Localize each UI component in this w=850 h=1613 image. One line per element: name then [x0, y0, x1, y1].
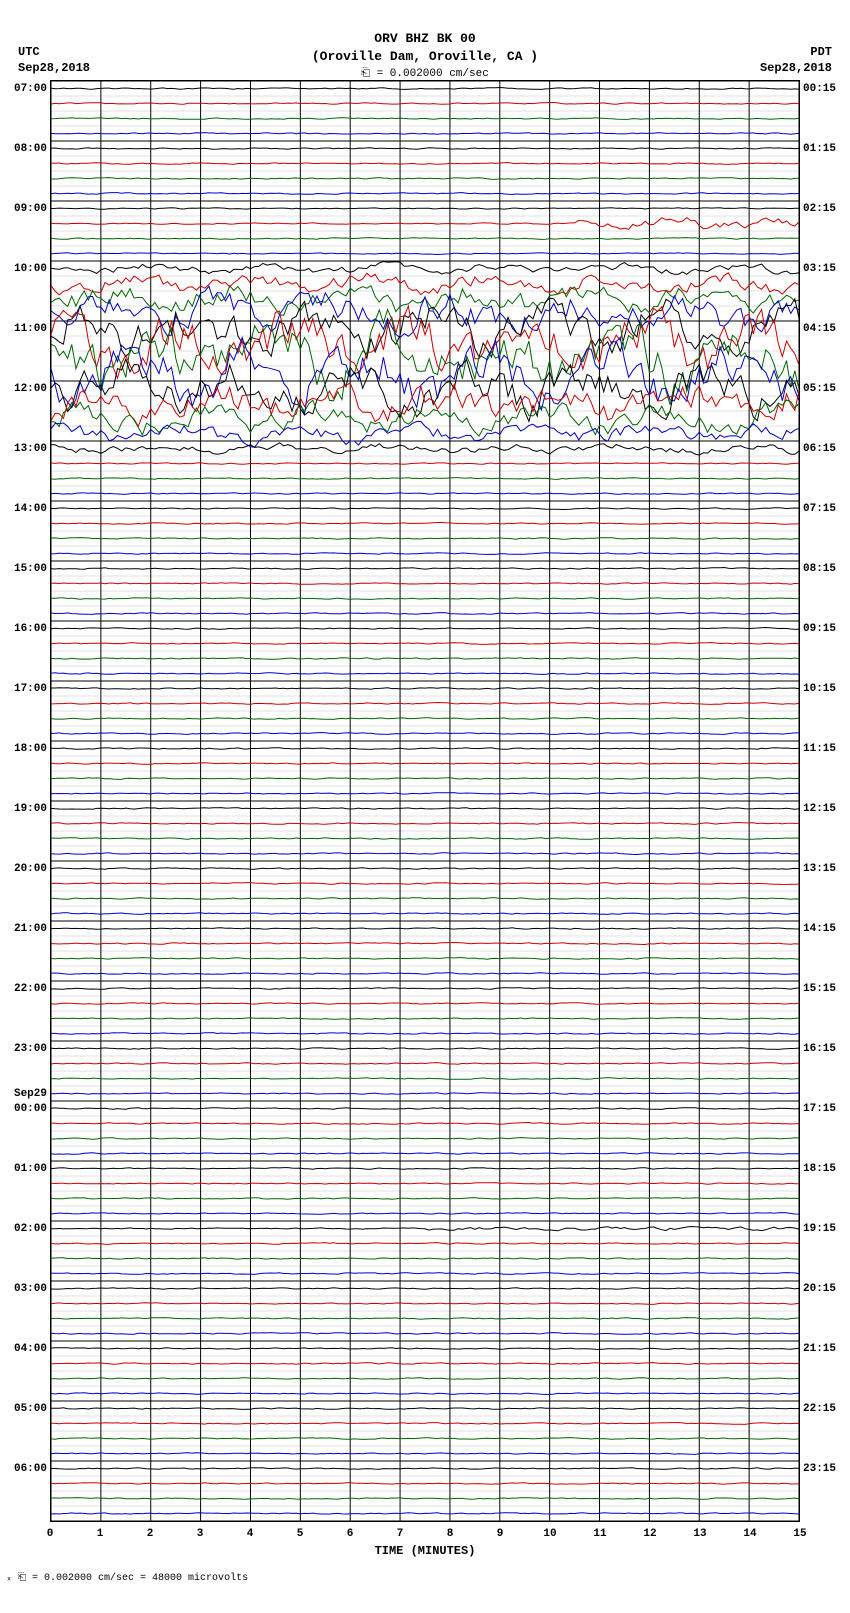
utc-tick-label: 17:00	[1, 683, 49, 695]
pdt-tick-label: 02:15	[801, 203, 849, 215]
utc-tick-label: 20:00	[1, 863, 49, 875]
utc-tick-label: 05:00	[1, 1403, 49, 1415]
pdt-label-block: PDT Sep28,2018	[760, 45, 832, 76]
pdt-tick-label: 04:15	[801, 323, 849, 335]
x-tick-label: 12	[643, 1528, 656, 1540]
x-tick-label: 6	[347, 1528, 354, 1540]
pdt-tick-label: 13:15	[801, 863, 849, 875]
x-tick-label: 10	[543, 1528, 556, 1540]
utc-tick-label: 06:00	[1, 1463, 49, 1475]
tz-left-date: Sep28,2018	[18, 61, 90, 77]
utc-tick-label: 12:00	[1, 383, 49, 395]
utc-tick-label: 07:00	[1, 83, 49, 95]
utc-tick-label: 22:00	[1, 983, 49, 995]
helicorder-plot: 07:0008:0009:0010:0011:0012:0013:0014:00…	[50, 80, 800, 1522]
x-axis: TIME (MINUTES) 0123456789101112131415	[50, 1522, 800, 1562]
pdt-time-axis: 00:15 01:15 02:15 03:15 04:15 05:15 06:15 07:15…	[801, 81, 849, 1521]
pdt-tick-label: 23:15	[801, 1463, 849, 1475]
utc-tick-label: 02:00	[1, 1223, 49, 1235]
scale-indicator: ⎗ = 0.002000 cm/sec	[0, 66, 850, 80]
x-tick-label: 8	[447, 1528, 454, 1540]
pdt-tick-label: 07:15	[801, 503, 849, 515]
station-name: (Oroville Dam, Oroville, CA )	[0, 48, 850, 66]
utc-tick-label: 15:00	[1, 563, 49, 575]
utc-tick-label: 04:00	[1, 1343, 49, 1355]
pdt-tick-label: 01:15	[801, 143, 849, 155]
station-id: ORV BHZ BK 00	[0, 30, 850, 48]
utc-tick-label: 23:00	[1, 1043, 49, 1055]
pdt-tick-label: 16:15	[801, 1043, 849, 1055]
utc-tick-label: 13:00	[1, 443, 49, 455]
utc-time-axis: 07:00 08:00 09:00 10:00 11:00 12:00 13:00 14:00…	[1, 81, 49, 1521]
utc-tick-label: Sep29	[1, 1088, 49, 1100]
utc-tick-label: 19:00	[1, 803, 49, 815]
x-tick-label: 9	[497, 1528, 504, 1540]
pdt-tick-label: 00:15	[801, 83, 849, 95]
scale-bar-icon: ⎗	[361, 68, 370, 80]
scale-text: = 0.002000 cm/sec	[377, 68, 489, 80]
x-axis-label: TIME (MINUTES)	[50, 1544, 800, 1558]
utc-tick-label: 18:00	[1, 743, 49, 755]
pdt-tick-label: 17:15	[801, 1103, 849, 1115]
pdt-tick-label: 14:15	[801, 923, 849, 935]
x-tick-label: 1	[97, 1528, 104, 1540]
x-tick-label: 5	[297, 1528, 304, 1540]
utc-tick-label: 16:00	[1, 623, 49, 635]
x-tick-label: 3	[197, 1528, 204, 1540]
footer-scale: ₓ ⎗ = 0.002000 cm/sec = 48000 microvolts	[0, 1562, 850, 1594]
pdt-tick-label: 21:15	[801, 1343, 849, 1355]
x-tick-label: 13	[693, 1528, 706, 1540]
x-tick-label: 4	[247, 1528, 254, 1540]
utc-tick-label: 01:00	[1, 1163, 49, 1175]
pdt-tick-label: 08:15	[801, 563, 849, 575]
tz-right-name: PDT	[760, 45, 832, 61]
x-tick-label: 0	[47, 1528, 54, 1540]
utc-tick-label: 14:00	[1, 503, 49, 515]
utc-tick-label: 11:00	[1, 323, 49, 335]
pdt-tick-label: 18:15	[801, 1163, 849, 1175]
utc-tick-label: 10:00	[1, 263, 49, 275]
pdt-tick-label: 03:15	[801, 263, 849, 275]
utc-tick-label: 21:00	[1, 923, 49, 935]
pdt-tick-label: 19:15	[801, 1223, 849, 1235]
scale-bar-icon: ₓ ⎗	[6, 1573, 26, 1584]
utc-tick-label: 00:00	[1, 1103, 49, 1115]
x-tick-label: 11	[593, 1528, 606, 1540]
pdt-tick-label: 22:15	[801, 1403, 849, 1415]
x-tick-label: 2	[147, 1528, 154, 1540]
pdt-tick-label: 12:15	[801, 803, 849, 815]
utc-tick-label: 03:00	[1, 1283, 49, 1295]
utc-tick-label: 08:00	[1, 143, 49, 155]
station-title: ORV BHZ BK 00 (Oroville Dam, Oroville, C…	[0, 0, 850, 66]
pdt-tick-label: 05:15	[801, 383, 849, 395]
pdt-tick-label: 06:15	[801, 443, 849, 455]
chart-header: UTC Sep28,2018 PDT Sep28,2018 ORV BHZ BK…	[0, 0, 850, 80]
seismogram-canvas	[51, 81, 799, 1521]
utc-tick-label: 09:00	[1, 203, 49, 215]
pdt-tick-label: 09:15	[801, 623, 849, 635]
x-tick-label: 15	[793, 1528, 806, 1540]
pdt-tick-label: 20:15	[801, 1283, 849, 1295]
utc-label-block: UTC Sep28,2018	[18, 45, 90, 76]
pdt-tick-label: 10:15	[801, 683, 849, 695]
x-tick-label: 14	[743, 1528, 756, 1540]
x-tick-label: 7	[397, 1528, 404, 1540]
footer-scale-text: = 0.002000 cm/sec = 48000 microvolts	[32, 1573, 248, 1584]
pdt-tick-label: 15:15	[801, 983, 849, 995]
tz-left-name: UTC	[18, 45, 90, 61]
pdt-tick-label: 11:15	[801, 743, 849, 755]
tz-right-date: Sep28,2018	[760, 61, 832, 77]
